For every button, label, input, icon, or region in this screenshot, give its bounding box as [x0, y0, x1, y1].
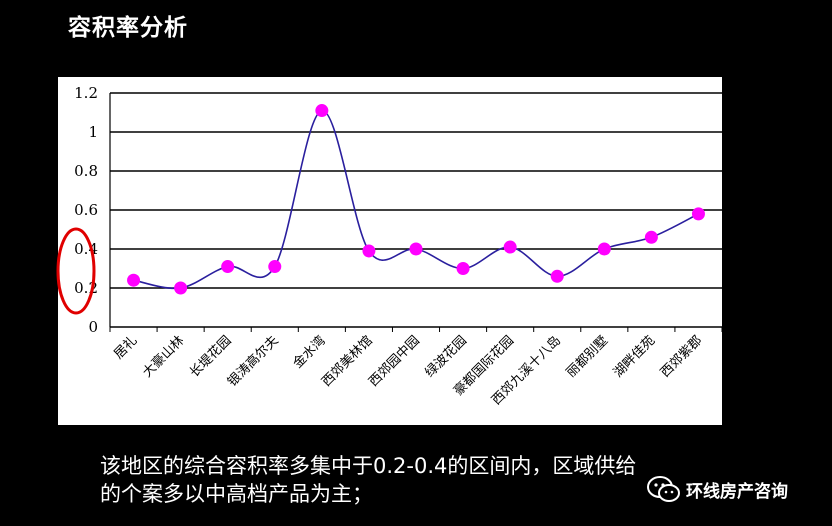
data-point: [268, 260, 282, 274]
x-tick-label: 丽都别墅: [564, 333, 611, 380]
y-tick-label: 0.6: [74, 201, 98, 219]
y-axis-ticks: 0 0.2 0.4 0.6 0.8 1 1.2: [74, 84, 98, 336]
watermark: 环线房产咨询: [646, 474, 788, 504]
data-point: [221, 260, 235, 274]
data-markers: [127, 104, 705, 295]
data-point: [503, 240, 517, 254]
x-tick-label: 西郊紫郡: [657, 333, 705, 381]
data-point: [550, 269, 564, 283]
x-tick-label: 长堤花园: [186, 333, 234, 381]
chart-panel: 0 0.2 0.4 0.6 0.8 1 1.2 居礼 大豪山林 长堤花园 银涛高尔夫 金水湾 西郊美林…: [58, 77, 722, 425]
y-tick-label: 0.2: [74, 279, 98, 297]
x-tick-label: 绿波花园: [422, 333, 470, 381]
data-point: [315, 104, 329, 118]
x-tick-label: 大豪山林: [139, 333, 187, 381]
x-tick-label: 西郊园中园: [366, 333, 423, 390]
y-tick-label: 0: [88, 318, 98, 336]
y-tick-label: 1.2: [74, 84, 98, 102]
data-point: [644, 230, 658, 244]
caption-line: 的个案多以中高档产品为主；: [100, 482, 373, 506]
x-tick-label: 银涛高尔夫: [224, 333, 281, 390]
data-point: [597, 242, 611, 256]
caption-line: 该地区的综合容积率多集中于0.2-0.4的区间内，区域供给: [100, 454, 637, 478]
data-point: [127, 273, 141, 287]
y-tick-label: 0.4: [74, 240, 98, 258]
watermark-text: 环线房产咨询: [686, 481, 788, 502]
y-tick-label: 0.8: [74, 162, 98, 180]
data-point: [362, 244, 376, 258]
data-point: [174, 281, 188, 295]
x-tick-label: 金水湾: [290, 333, 329, 372]
gridlines: [110, 92, 722, 328]
series-line: [133, 109, 699, 290]
wechat-icon: [647, 476, 680, 502]
x-tick-label: 居礼: [111, 333, 141, 363]
x-axis: [109, 93, 722, 332]
data-point: [691, 207, 705, 221]
data-point: [409, 242, 423, 256]
x-tick-label: 湖畔佳苑: [611, 333, 658, 380]
data-point: [456, 262, 470, 275]
page-title: 容积率分析: [68, 15, 188, 41]
caption: 该地区的综合容积率多集中于0.2-0.4的区间内，区域供给 的个案多以中高档产品…: [100, 452, 720, 508]
y-tick-label: 1: [88, 123, 98, 141]
